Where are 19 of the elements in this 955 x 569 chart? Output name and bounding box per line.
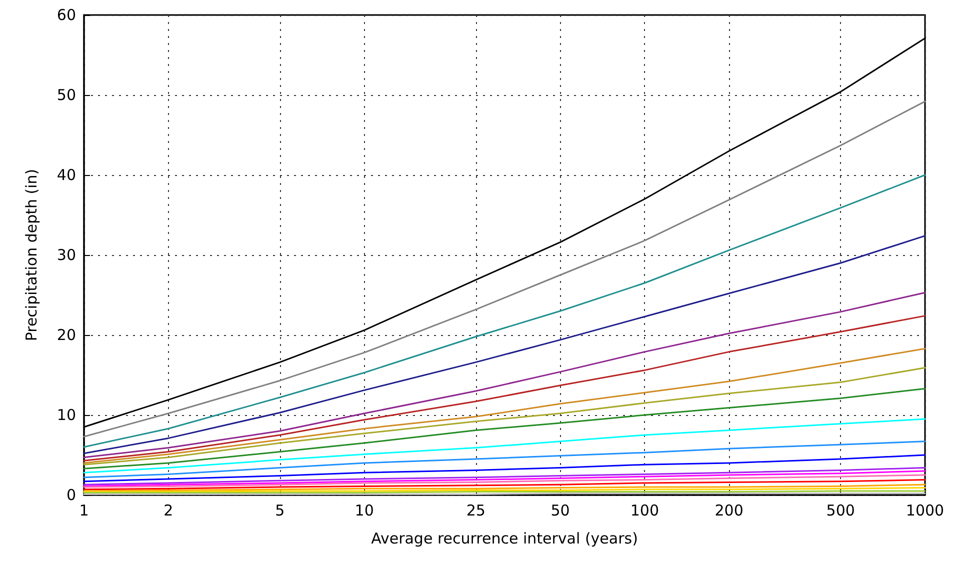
x-tick-label: 50 xyxy=(550,502,570,520)
x-tick-label: 500 xyxy=(826,502,855,520)
y-tick-label: 60 xyxy=(56,6,76,24)
y-tick-label: 40 xyxy=(56,166,76,184)
y-tick-label: 0 xyxy=(66,486,76,504)
x-tick-label: 2 xyxy=(164,502,174,520)
y-tick-label: 50 xyxy=(56,86,76,104)
y-tick-label: 20 xyxy=(56,326,76,344)
x-tick-label: 25 xyxy=(466,502,486,520)
x-tick-label: 10 xyxy=(354,502,374,520)
x-tick-label: 5 xyxy=(275,502,285,520)
y-tick-label: 10 xyxy=(56,406,76,424)
x-tick-label: 1 xyxy=(79,502,89,520)
y-tick-label: 30 xyxy=(56,246,76,264)
x-tick-label: 1000 xyxy=(906,502,944,520)
x-tick-label: 200 xyxy=(714,502,744,520)
x-axis-title: Average recurrence interval (years) xyxy=(371,530,638,548)
x-tick-label: 100 xyxy=(630,502,659,520)
y-axis-title: Precipitation depth (in) xyxy=(22,168,40,342)
